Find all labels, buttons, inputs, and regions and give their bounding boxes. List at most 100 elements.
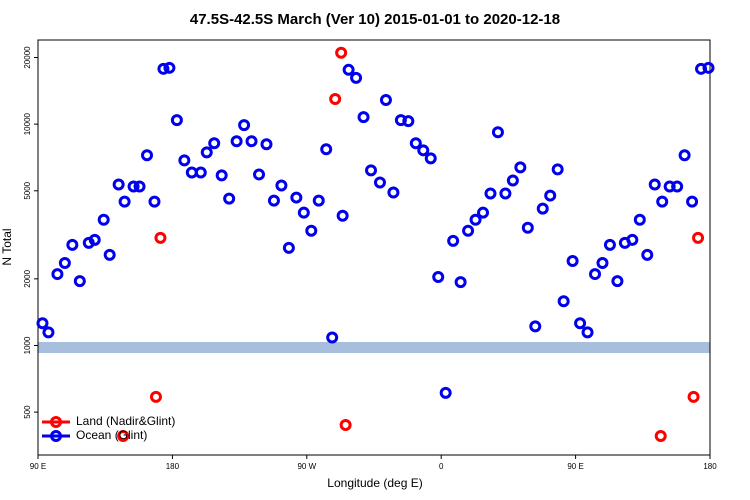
point xyxy=(611,275,624,288)
point xyxy=(97,213,110,226)
point xyxy=(66,238,79,251)
point xyxy=(245,135,258,148)
point xyxy=(357,111,370,124)
plot-frame xyxy=(37,39,711,456)
point xyxy=(336,209,349,222)
point xyxy=(626,233,639,246)
point xyxy=(702,61,715,74)
point xyxy=(73,275,86,288)
point xyxy=(581,326,594,339)
point xyxy=(641,248,654,261)
point xyxy=(154,231,167,244)
point xyxy=(42,326,55,339)
x-axis-label: Longitude (deg E) xyxy=(327,476,422,490)
point xyxy=(373,176,386,189)
point xyxy=(566,254,579,267)
point xyxy=(290,191,303,204)
y-tick-label: 5000 xyxy=(23,181,32,199)
y-tick-label: 500 xyxy=(23,405,32,419)
x-tick-label: 0 xyxy=(439,462,444,471)
point xyxy=(312,194,325,207)
x-tick-label: 180 xyxy=(166,462,180,471)
land-band xyxy=(38,342,710,353)
point xyxy=(127,180,140,193)
point xyxy=(342,63,355,76)
point xyxy=(215,169,228,182)
point xyxy=(687,390,700,403)
point xyxy=(36,317,49,330)
point xyxy=(424,152,437,165)
point xyxy=(230,135,243,148)
x-tick-label: 180 xyxy=(703,462,717,471)
point xyxy=(484,187,497,200)
y-tick-label: 2000 xyxy=(23,269,32,287)
legend-label: Land (Nadir&Glint) xyxy=(76,414,175,428)
point xyxy=(557,295,570,308)
point xyxy=(275,179,288,192)
point xyxy=(551,163,564,176)
point xyxy=(671,180,684,193)
point xyxy=(536,202,549,215)
point xyxy=(514,161,527,174)
point xyxy=(133,180,146,193)
point xyxy=(117,429,130,442)
x-tick-label: 90 E xyxy=(30,462,46,471)
point xyxy=(163,61,176,74)
point xyxy=(654,429,667,442)
point xyxy=(282,241,295,254)
point xyxy=(157,62,170,75)
point xyxy=(402,115,415,128)
x-tick-label: 90 E xyxy=(567,462,583,471)
point xyxy=(320,143,333,156)
point xyxy=(477,206,490,219)
point xyxy=(589,268,602,281)
legend-marker xyxy=(50,416,62,428)
point xyxy=(267,194,280,207)
chart-title: 47.5S-42.5S March (Ver 10) 2015-01-01 to… xyxy=(190,11,560,28)
point xyxy=(305,224,318,237)
point xyxy=(350,71,363,84)
point xyxy=(170,114,183,127)
point xyxy=(223,192,236,205)
point xyxy=(253,168,266,181)
point xyxy=(462,224,475,237)
y-axis-label: N Total xyxy=(0,228,14,265)
point xyxy=(178,154,191,167)
point xyxy=(365,164,378,177)
point xyxy=(329,93,342,106)
point xyxy=(544,189,557,202)
y-tick-label: 10000 xyxy=(23,112,32,135)
point xyxy=(454,276,467,289)
point xyxy=(678,149,691,162)
point xyxy=(529,320,542,333)
point xyxy=(194,166,207,179)
point xyxy=(148,195,161,208)
point xyxy=(112,178,125,191)
point xyxy=(663,180,676,193)
point xyxy=(506,174,519,187)
point xyxy=(603,238,616,251)
point xyxy=(58,256,71,269)
point xyxy=(339,419,352,432)
point xyxy=(149,390,162,403)
point xyxy=(686,195,699,208)
legend-marker xyxy=(50,430,62,442)
point xyxy=(51,268,64,281)
point xyxy=(574,317,587,330)
point xyxy=(692,231,705,244)
y-tick-label: 1000 xyxy=(23,336,32,354)
point xyxy=(238,119,251,132)
point xyxy=(491,126,504,139)
point xyxy=(141,149,154,162)
point xyxy=(499,187,512,200)
point xyxy=(103,248,116,261)
point xyxy=(409,137,422,150)
point xyxy=(297,206,310,219)
x-tick-label: 90 W xyxy=(297,462,316,471)
point xyxy=(447,234,460,247)
point xyxy=(335,46,348,59)
point xyxy=(208,137,221,150)
point xyxy=(633,213,646,226)
point xyxy=(326,331,339,344)
